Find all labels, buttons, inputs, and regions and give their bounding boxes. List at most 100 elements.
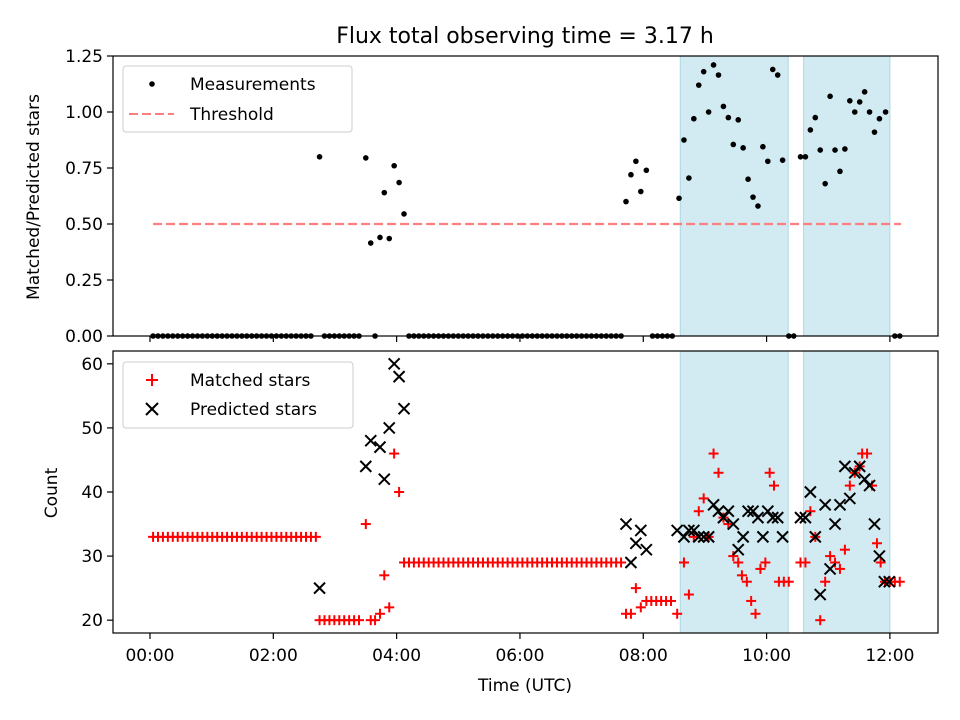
matched-star-point — [616, 557, 627, 568]
measurement-point — [681, 137, 687, 143]
measurement-point — [797, 154, 804, 160]
x-axis-label: Time (UTC) — [477, 676, 572, 696]
predicted-star-point — [619, 517, 633, 531]
bottom-y-axis: 20 30 40 50 60 — [81, 355, 113, 631]
matched-star-point — [894, 576, 905, 587]
bottom-y-axis-label: Count — [42, 467, 62, 518]
matched-star-point — [666, 595, 677, 606]
measurement-point — [851, 109, 858, 115]
matched-star-point — [379, 570, 390, 581]
measurement-point — [837, 168, 843, 175]
predicted-star-point — [387, 357, 401, 371]
matched-star-point — [360, 519, 371, 530]
matched-star-point — [678, 557, 689, 568]
top-legend-box — [122, 65, 353, 133]
matched-star-point — [741, 576, 752, 587]
matched-stars-legend-label: Matched stars — [190, 371, 310, 391]
predicted-star-point — [858, 472, 871, 486]
measurement-point — [760, 143, 766, 150]
measurement-point — [381, 189, 388, 196]
measurement-point — [710, 62, 717, 68]
matched-stars-points — [148, 448, 905, 626]
top-legend: Measurements Threshold — [122, 65, 353, 133]
matched-star-point — [839, 544, 850, 555]
top-y-tick-label: 1.25 — [65, 47, 103, 67]
bottom-x-tick-label: 10:00 — [742, 646, 791, 666]
predicted-star-point — [873, 549, 886, 563]
measurement-point — [842, 146, 848, 152]
top-measurement-points — [150, 62, 903, 339]
predicted-star-point — [707, 498, 720, 512]
top-panel: 0.00 0.25 0.50 0.75 1.00 1.25 Matched/Predict… — [24, 47, 939, 347]
measurement-point — [750, 194, 756, 200]
measurement-point — [725, 114, 732, 121]
bottom-y-tick-label: 40 — [81, 483, 103, 503]
predicted-star-point — [776, 530, 789, 544]
measurement-point — [363, 155, 369, 161]
predicted-star-point — [761, 505, 775, 518]
top-y-tick-label: 1.00 — [65, 103, 103, 123]
bottom-panel: 20 30 40 50 60 00:00 02:00 04:00 06:00 08:00 10:0… — [42, 350, 939, 696]
matched-star-point — [750, 608, 761, 619]
measurement-point — [715, 72, 722, 78]
predicted-stars-points — [313, 357, 896, 601]
measurement-point — [876, 115, 883, 122]
predicted-star-point — [682, 524, 696, 537]
measurement-point — [730, 141, 737, 148]
measurement-point — [745, 176, 751, 182]
measurement-point — [866, 109, 873, 115]
predicted-star-point — [823, 562, 837, 576]
predicted-star-point — [853, 460, 866, 473]
bottom-shaded-region — [679, 350, 789, 634]
measurement-point — [638, 188, 644, 195]
matched-star-point — [844, 480, 855, 491]
predicted-star-point — [751, 511, 765, 524]
predicted-star-point — [771, 511, 784, 524]
bottom-x-tick-label: 06:00 — [495, 646, 544, 666]
top-shaded-region — [679, 55, 789, 337]
bottom-x-tick-label: 04:00 — [372, 646, 421, 666]
bottom-x-axis: 00:00 02:00 04:00 06:00 08:00 10:00 12:00 — [125, 633, 914, 666]
predicted-star-point — [364, 434, 377, 447]
predicted-star-point — [359, 460, 373, 473]
bottom-y-tick-label: 60 — [81, 355, 103, 375]
predicted-star-point — [732, 543, 745, 556]
predicted-star-point — [756, 530, 770, 544]
measurement-point — [367, 240, 374, 246]
chart-title: Flux total observing time = 3.17 h — [336, 24, 714, 49]
measurement-point — [765, 158, 771, 165]
measurement-point — [769, 66, 776, 73]
measurement-point — [686, 175, 692, 181]
matched-stars-legend-marker — [146, 374, 158, 386]
measurement-point — [735, 117, 742, 123]
bottom-x-tick-label: 02:00 — [249, 646, 298, 666]
measurement-point — [832, 147, 838, 153]
matched-star-point — [875, 557, 886, 568]
measurement-point — [391, 162, 397, 169]
predicted-star-point — [809, 530, 822, 544]
matched-star-point — [698, 493, 709, 504]
bottom-y-tick-label: 20 — [81, 611, 103, 631]
predicted-star-point — [383, 421, 396, 435]
matched-star-point — [830, 557, 841, 568]
matched-star-point — [370, 615, 381, 626]
measurement-point — [882, 109, 889, 115]
matched-star-point — [834, 563, 845, 574]
measurement-point — [827, 93, 833, 100]
bottom-y-tick-label: 50 — [81, 419, 103, 439]
bottom-shaded-regions — [679, 350, 891, 634]
top-y-tick-label: 0.00 — [65, 327, 103, 347]
measurement-point — [316, 154, 323, 160]
matched-star-point — [755, 563, 766, 574]
measurement-point — [695, 82, 702, 88]
predicted-star-point — [804, 485, 817, 499]
predicted-star-point — [640, 543, 653, 556]
predicted-star-point — [378, 472, 391, 486]
bottom-legend-box — [122, 361, 354, 429]
matched-star-point — [310, 531, 321, 542]
matched-star-point — [394, 487, 405, 497]
top-y-axis-label: Matched/Predicted stars — [24, 94, 44, 300]
matched-star-point — [708, 448, 719, 459]
matched-star-point — [630, 583, 641, 594]
